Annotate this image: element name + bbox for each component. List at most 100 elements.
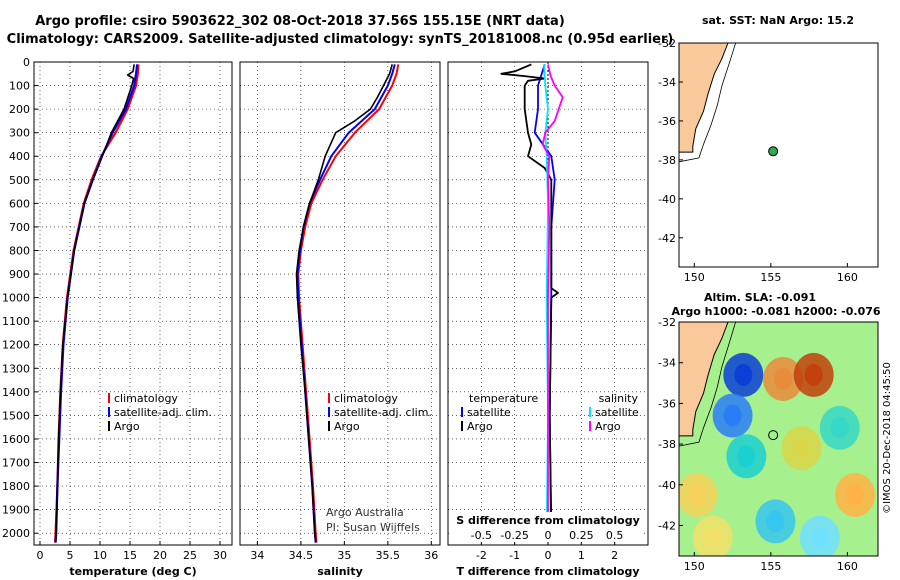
map-y-label: -40 <box>658 193 676 206</box>
diff-legend-sal-title: salinity <box>599 392 639 405</box>
diff-legend-sal-item-1: Argo <box>595 420 621 433</box>
map-x-label: 155 <box>760 271 781 284</box>
map-y-label: -32 <box>658 37 676 50</box>
sla-anomaly-core-11 <box>810 526 829 549</box>
sla-anomaly-core-10 <box>830 416 849 439</box>
sla-anomaly-core-0 <box>734 363 753 386</box>
sla-anomaly-core-8 <box>766 510 785 533</box>
x-axis-label: temperature (deg C) <box>69 565 196 578</box>
x-axis-label: salinity <box>317 565 363 578</box>
map-x-label: 150 <box>684 560 705 573</box>
secondary-axis-label: S difference from climatology <box>456 514 640 527</box>
x-tick-label: 36 <box>424 549 438 562</box>
copyright-label: ©IMOS 20-Dec-2018 04:45:50 <box>882 362 893 514</box>
diff-legend-temp-item-1: Argo <box>467 420 493 433</box>
x-tick-label: 0 <box>545 549 552 562</box>
map-content <box>679 43 878 267</box>
diff-legend-temp-title: temperature <box>469 392 538 405</box>
x-tick-label: -1 <box>509 549 520 562</box>
map-y-label: -40 <box>658 479 676 492</box>
x-tick-label: 2 <box>611 549 618 562</box>
sal-legend-item-0: climatology <box>334 392 398 405</box>
map-x-label: 160 <box>837 560 858 573</box>
note-pi-name: PI: Susan Wijffels <box>326 521 420 534</box>
diff-legend-temp-item-0: satellite <box>467 406 511 419</box>
map-y-label: -36 <box>658 397 676 410</box>
map-content <box>679 322 878 556</box>
y-tick-label: 1000 <box>2 292 30 305</box>
x-tick-label: 10 <box>93 549 107 562</box>
y-tick-label: 100 <box>9 80 30 93</box>
map-y-label: -42 <box>658 232 676 245</box>
temperature-panel: 0 5 10 15 20 25 30 temperature (deg C) 0 100 200 30… <box>2 56 233 578</box>
map-x-label: 160 <box>837 271 858 284</box>
map-x-label: 150 <box>684 271 705 284</box>
sla-anomaly-core-7 <box>703 526 722 549</box>
y-tick-label: 1100 <box>2 315 30 328</box>
y-tick-label: 300 <box>9 127 30 140</box>
secondary-tick-label: 0.5 <box>606 529 624 542</box>
y-tick-label: 1200 <box>2 339 30 352</box>
x-tick-label: 35 <box>337 549 351 562</box>
y-tick-label: 700 <box>9 221 30 234</box>
title-line-1: Argo profile: csiro 5903622_302 08-Oct-2… <box>35 14 565 29</box>
x-tick-label: 34.5 <box>289 549 314 562</box>
panel-frame <box>33 61 233 546</box>
salinity-panel: 34 34.5 35 35.5 36 salinity climatologysatelli… <box>239 61 441 578</box>
y-tick-label: 1900 <box>2 504 30 517</box>
secondary-tick-label: -0.5 <box>471 529 492 542</box>
temp-legend-item-0: climatology <box>114 392 178 405</box>
y-tick-label: 1400 <box>2 386 30 399</box>
diff-line-1 <box>500 63 559 534</box>
y-tick-label: 600 <box>9 197 30 210</box>
y-tick-label: 0 <box>23 56 30 69</box>
map-y-label: -34 <box>658 76 676 89</box>
x-tick-label: 1 <box>578 549 585 562</box>
sla-anomaly-core-4 <box>792 437 811 460</box>
isobath-line <box>679 43 736 163</box>
argo-float-marker <box>768 146 779 157</box>
map-frame <box>678 321 879 557</box>
x-tick-label: 20 <box>153 549 167 562</box>
map-y-label: -38 <box>658 438 676 451</box>
sla-anomaly-core-6 <box>846 483 865 506</box>
y-tick-label: 400 <box>9 150 30 163</box>
sla-anomaly-core-2 <box>774 367 793 390</box>
sla-anomaly-core-9 <box>688 483 707 506</box>
note-argo-australia: Argo Australia <box>326 506 404 519</box>
map-y-label: -34 <box>658 357 676 370</box>
y-tick-label: 1500 <box>2 409 30 422</box>
x-tick-label: 35.5 <box>376 549 401 562</box>
sla-map-title-1: Altim. SLA: -0.091 <box>704 291 816 304</box>
y-tick-label: 1700 <box>2 457 30 470</box>
difference-panel: -2 -1 0 1 2 T difference from climatology S di… <box>447 61 649 578</box>
map-y-label: -42 <box>658 519 676 532</box>
sal-legend-item-2: Argo <box>334 420 360 433</box>
title-line-2: Climatology: CARS2009. Satellite-adjuste… <box>7 32 674 47</box>
x-tick-label: 15 <box>123 549 137 562</box>
secondary-tick-label: -0.25 <box>500 529 528 542</box>
x-tick-label: 30 <box>213 549 227 562</box>
isobath-line <box>679 322 736 447</box>
land-mass <box>679 322 729 437</box>
y-tick-label: 500 <box>9 174 30 187</box>
y-tick-label: 900 <box>9 268 30 281</box>
temp-legend-item-1: satellite-adj. clim. <box>114 406 212 419</box>
x-tick-label: 34 <box>250 549 264 562</box>
map-frame <box>678 42 879 268</box>
x-tick-label: 25 <box>183 549 197 562</box>
diff-line-3 <box>541 64 564 534</box>
map-y-label: -32 <box>658 316 676 329</box>
x-axis-label: T difference from climatology <box>456 565 639 578</box>
map-y-label: -36 <box>658 115 676 128</box>
y-tick-label: 1300 <box>2 362 30 375</box>
secondary-tick-label: 0.25 <box>569 529 594 542</box>
map-x-label: 155 <box>760 560 781 573</box>
y-tick-label: 1800 <box>2 480 30 493</box>
secondary-tick-label: 0 <box>545 529 552 542</box>
temp-argo-line <box>54 64 135 543</box>
y-tick-label: 1600 <box>2 433 30 446</box>
diff-legend-sal-item-0: satellite <box>595 406 639 419</box>
sal-legend-item-1: satellite-adj. clim. <box>334 406 432 419</box>
